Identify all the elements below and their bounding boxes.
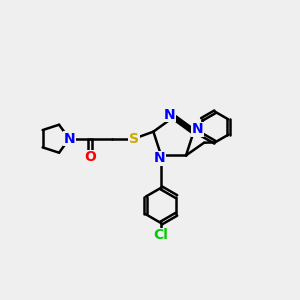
Text: N: N <box>154 151 165 165</box>
Text: N: N <box>63 132 75 146</box>
Text: S: S <box>129 132 139 146</box>
Text: O: O <box>84 150 96 164</box>
Text: N: N <box>164 108 176 122</box>
Text: Cl: Cl <box>154 229 169 242</box>
Text: N: N <box>191 122 203 136</box>
